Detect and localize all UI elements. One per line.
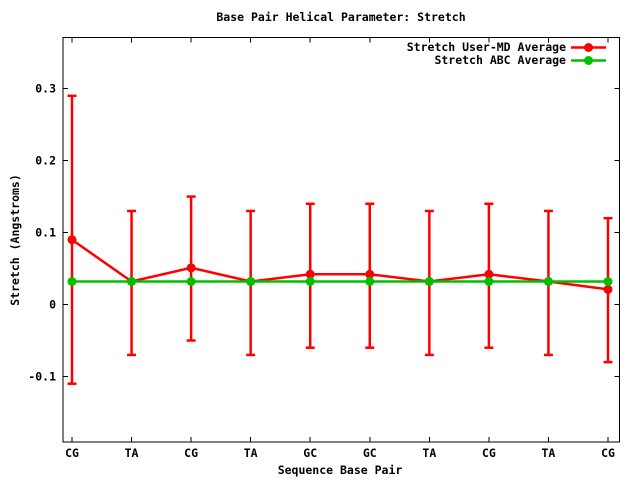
data-point [603, 284, 613, 294]
y-tick-label: 0.1 [35, 226, 56, 240]
data-point [484, 269, 494, 279]
data-point [186, 276, 196, 286]
data-point [305, 269, 315, 279]
data-point [365, 269, 375, 279]
chart-title: Base Pair Helical Parameter: Stretch [216, 10, 465, 24]
data-point [365, 276, 375, 286]
data-point [305, 276, 315, 286]
data-point [603, 276, 613, 286]
series-line [71, 238, 609, 291]
x-tick-label: CG [482, 446, 496, 460]
y-tick-label: 0.2 [35, 154, 56, 168]
data-point [67, 235, 77, 245]
axes [62, 37, 620, 443]
x-tick-label: TA [422, 446, 436, 460]
series-1 [67, 276, 613, 286]
data-point [186, 263, 196, 273]
data-point [246, 276, 256, 286]
plot-area: -0.1 0 0.1 0.2 0.3 CG TA CG TA GC GC TA CG TA CG [28, 37, 620, 460]
plot-border [62, 37, 620, 443]
y-tick-label: 0.3 [35, 82, 56, 96]
x-axis-label: Sequence Base Pair [278, 463, 403, 477]
legend-marker-abc [584, 56, 593, 65]
data-point [543, 276, 553, 286]
data-point [67, 276, 77, 286]
x-tick-label: GC [363, 446, 377, 460]
x-tick-label: CG [65, 446, 79, 460]
data-point [127, 276, 137, 286]
x-tick-label: TA [125, 446, 139, 460]
error-bars [67, 94, 613, 385]
y-tick-label: 0 [49, 298, 56, 312]
y-axis-label: Stretch (Angstroms) [8, 174, 22, 306]
data-point [424, 276, 434, 286]
x-tick-label: CG [184, 446, 198, 460]
x-tick-label: TA [244, 446, 258, 460]
legend-label-user-md: Stretch User-MD Average [407, 40, 566, 54]
x-tick-label: CG [601, 446, 615, 460]
data-point [484, 276, 494, 286]
series-0 [67, 94, 613, 385]
x-tick-label: GC [303, 446, 317, 460]
legend: Stretch User-MD Average Stretch ABC Aver… [407, 40, 606, 67]
legend-label-abc: Stretch ABC Average [434, 53, 566, 67]
legend-marker-user-md [584, 43, 593, 52]
axis-labels: -0.1 0 0.1 0.2 0.3 CG TA CG TA GC GC TA CG TA CG [28, 82, 615, 460]
x-tick-label: TA [542, 446, 556, 460]
y-tick-label: -0.1 [28, 370, 56, 384]
